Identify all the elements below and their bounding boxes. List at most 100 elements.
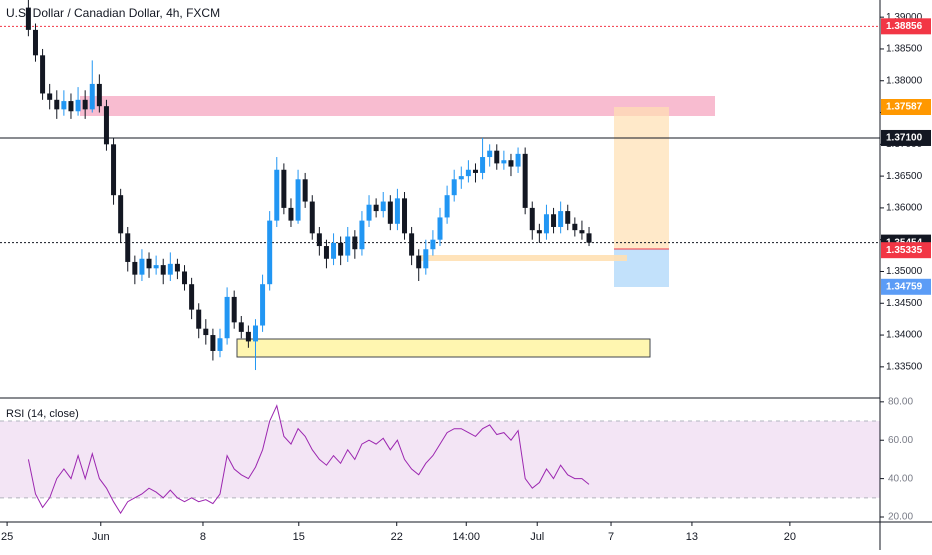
candle-body xyxy=(380,201,386,212)
candle-body xyxy=(302,179,308,202)
candle-body xyxy=(402,198,408,234)
candle-body xyxy=(160,265,166,275)
candle-body xyxy=(409,233,415,256)
price-label: 1.37100 xyxy=(886,133,923,144)
candle-body xyxy=(96,83,102,107)
candle-body xyxy=(118,195,124,234)
candle-body xyxy=(132,261,138,275)
price-label-box xyxy=(881,99,931,116)
target-zone xyxy=(614,107,669,249)
candle-body xyxy=(210,335,216,351)
candle-body xyxy=(451,179,457,196)
candle-body xyxy=(288,207,294,221)
candle-body xyxy=(501,160,507,164)
candle-body xyxy=(579,230,585,234)
candle-body xyxy=(373,204,379,212)
price-label: 1.37587 xyxy=(886,102,923,113)
candle-body xyxy=(444,195,450,218)
x-tick-label: 7 xyxy=(608,531,614,543)
candle-body xyxy=(139,258,145,275)
candle-body xyxy=(472,169,478,173)
candle-body xyxy=(103,106,109,145)
plot xyxy=(0,0,880,515)
candle-body xyxy=(515,153,521,167)
candle-body xyxy=(47,93,53,100)
drawings xyxy=(80,96,715,358)
candle-body xyxy=(465,169,471,177)
x-tick-label: Jul xyxy=(530,531,544,543)
rsi-tick-label: 20.00 xyxy=(888,512,913,523)
candle-body xyxy=(281,169,287,208)
price-axis xyxy=(880,0,932,550)
candle-body xyxy=(231,296,237,323)
x-tick-label: 8 xyxy=(200,531,206,543)
candle-body xyxy=(366,204,372,221)
y-tick-label: 1.39000 xyxy=(886,12,923,23)
candle-body xyxy=(146,258,152,269)
candle-body xyxy=(111,144,117,196)
candle-body xyxy=(217,338,223,351)
candle-body xyxy=(529,207,535,231)
yellow-zone xyxy=(236,338,651,358)
candle-body xyxy=(245,331,251,342)
candle-body xyxy=(153,265,159,269)
candle-body xyxy=(323,246,329,259)
candle-body xyxy=(196,309,202,329)
y-tick-label: 1.38500 xyxy=(886,44,923,55)
y-tick-label: 1.34000 xyxy=(886,330,923,341)
candle-body xyxy=(224,296,230,339)
candle-body xyxy=(125,233,131,262)
price-label-box xyxy=(881,242,931,259)
candle-body xyxy=(203,328,209,336)
candle-body xyxy=(487,150,493,158)
candle-body xyxy=(61,101,67,110)
candle-body xyxy=(295,179,301,221)
candle-body xyxy=(274,169,280,221)
candle-body xyxy=(565,211,571,224)
x-tick-label: 20 xyxy=(784,531,796,543)
candle-body xyxy=(586,233,592,243)
candle-body xyxy=(316,233,322,247)
candle-body xyxy=(543,214,549,234)
rsi-tick-label: 40.00 xyxy=(888,473,913,484)
candle-body xyxy=(522,153,528,208)
y-tick-label: 1.38000 xyxy=(886,75,923,86)
candle-body xyxy=(82,99,88,110)
orange-zone xyxy=(420,255,627,261)
price-label: 1.34759 xyxy=(886,281,923,292)
candle-body xyxy=(430,239,436,250)
candle-body xyxy=(260,284,266,326)
candle-body xyxy=(416,255,422,269)
x-tick-label: 25 xyxy=(1,531,13,543)
candle-body xyxy=(252,325,258,342)
candle-body xyxy=(387,201,393,224)
rsi-label: RSI (14, close) xyxy=(6,408,79,420)
x-tick-label: 13 xyxy=(686,531,698,543)
candle-body xyxy=(174,263,180,272)
candle-body xyxy=(359,220,365,250)
candle-body xyxy=(352,236,358,250)
price-label: 1.35335 xyxy=(886,245,923,256)
candle-body xyxy=(182,271,188,285)
price-label-box xyxy=(881,278,931,295)
candle-body xyxy=(75,99,81,112)
candle-body xyxy=(89,83,95,110)
candle-body xyxy=(558,211,564,227)
x-tick-label: 14:00 xyxy=(452,531,480,543)
candle-body xyxy=(536,230,542,234)
candle-body xyxy=(40,55,46,94)
price-label-box xyxy=(881,18,931,35)
candle-body xyxy=(458,176,464,180)
candle-body xyxy=(480,157,486,173)
candle-body xyxy=(508,160,514,167)
chart-title: U.S. Dollar / Canadian Dollar, 4h, FXCM xyxy=(6,6,220,20)
candle-body xyxy=(423,249,429,269)
x-tick-label: 15 xyxy=(293,531,305,543)
y-tick-label: 1.36500 xyxy=(886,171,923,182)
candle-body xyxy=(32,29,38,56)
candle-body xyxy=(345,236,351,256)
candle-body xyxy=(25,7,31,30)
candle-body xyxy=(394,198,400,224)
rsi-tick-label: 60.00 xyxy=(888,435,913,446)
y-tick-label: 1.36000 xyxy=(886,203,923,214)
